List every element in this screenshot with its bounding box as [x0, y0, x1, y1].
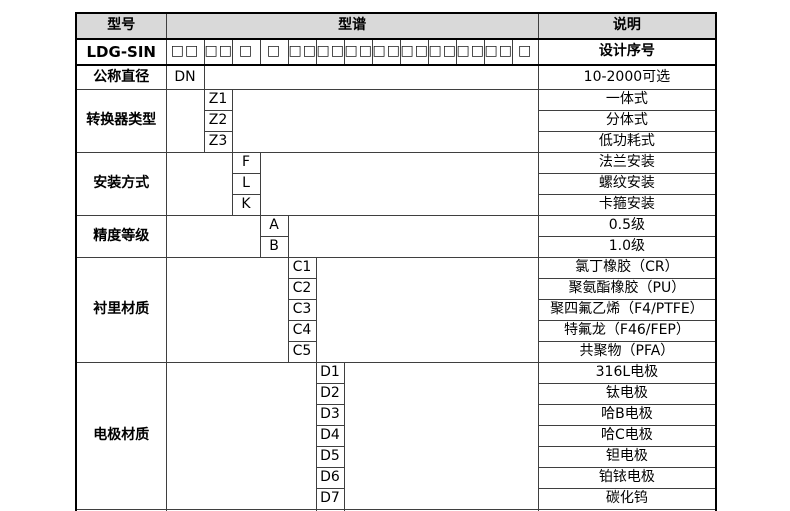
spec-box-cell: □□ — [203, 38, 233, 66]
section-label: 安装方式 — [75, 152, 167, 216]
option-desc: 特氟龙（F46/FEP） — [537, 320, 717, 342]
option-row: Z3 低功耗式 — [76, 131, 717, 153]
spacer-cell — [165, 152, 233, 216]
spec-box-cell: □□ — [483, 38, 513, 66]
table-header-row: 型号 型谱 说明 — [75, 12, 717, 40]
header-spectrum: 型谱 — [165, 12, 539, 40]
section-label: 精度等级 — [75, 215, 167, 258]
model-selection-table: 型号 型谱 说明 LDG-SIN □□ □□ □ □ □□ □□ □□ □□ □… — [75, 12, 718, 511]
option-desc: 卡箍安装 — [537, 194, 717, 216]
spec-box-cell: □□ — [343, 38, 373, 66]
option-desc: 哈C电极 — [537, 425, 717, 447]
option-row: C3 聚四氟乙烯（F4/PTFE） — [76, 299, 717, 321]
option-desc: 哈B电极 — [537, 404, 717, 426]
option-desc: 一体式 — [537, 89, 717, 111]
option-code: C3 — [287, 299, 317, 321]
option-desc: 分体式 — [537, 110, 717, 132]
option-code: D2 — [315, 383, 345, 405]
option-row: C4 特氟龙（F46/FEP） — [76, 320, 717, 342]
option-desc: 螺纹安装 — [537, 173, 717, 195]
option-row: D7 碳化钨 — [76, 488, 717, 510]
option-code: D7 — [315, 488, 345, 510]
option-desc: 法兰安装 — [537, 152, 717, 174]
spacer-cell — [165, 257, 289, 363]
option-code: Z3 — [203, 131, 233, 153]
spec-box-cell: □□ — [455, 38, 485, 66]
spacer-cell — [343, 362, 539, 510]
header-description: 说明 — [537, 12, 717, 40]
spacer-cell — [315, 257, 539, 363]
option-row: D2 钛电极 — [76, 383, 717, 405]
option-desc: 聚氨酯橡胶（PU） — [537, 278, 717, 300]
spacer-cell — [165, 215, 261, 258]
option-row: 电极材质 D1 316L电极 — [75, 362, 717, 510]
option-code: A — [259, 215, 289, 237]
option-row: C2 聚氨酯橡胶（PU） — [76, 278, 717, 300]
spacer-cell — [537, 509, 717, 511]
spacer-cell — [231, 89, 539, 153]
model-code-row: LDG-SIN □□ □□ □ □ □□ □□ □□ □□ □□ □□ □□ □… — [75, 38, 717, 66]
spacer-cell — [287, 215, 539, 258]
section-label: 电极材质 — [75, 362, 167, 510]
nominal-diameter-row: 公称直径 DN 10-2000可选 — [75, 64, 717, 90]
option-row: 精度等级 A 0.5级 — [75, 215, 717, 258]
option-code: D3 — [315, 404, 345, 426]
spacer-cell — [203, 64, 539, 90]
option-code: Z1 — [203, 89, 233, 111]
option-row: C5 共聚物（PFA） — [76, 341, 717, 363]
spec-box-cell: □□ — [427, 38, 457, 66]
model-description: 设计序号 — [537, 38, 717, 66]
option-code: C4 — [287, 320, 317, 342]
option-code: F — [231, 152, 261, 174]
option-code: C5 — [287, 341, 317, 363]
spec-box-cell: □ — [259, 38, 289, 66]
section-label: 公称直径 — [75, 64, 167, 90]
option-code: K — [231, 194, 261, 216]
truncated-row — [75, 509, 717, 511]
option-desc: 共聚物（PFA） — [537, 341, 717, 363]
option-desc: 碳化钨 — [537, 488, 717, 510]
option-row: 转换器类型 Z1 一体式 — [75, 89, 717, 153]
option-desc: 氯丁橡胶（CR） — [537, 257, 717, 279]
spec-box-cell: □□ — [165, 38, 205, 66]
spec-box-cell: □ — [511, 38, 539, 66]
option-desc: 钽电极 — [537, 446, 717, 468]
option-code: C1 — [287, 257, 317, 279]
option-code: D1 — [315, 362, 345, 384]
spec-box-cell: □□ — [399, 38, 429, 66]
option-code: C2 — [287, 278, 317, 300]
section-label: 衬里材质 — [75, 257, 167, 363]
option-code: D6 — [315, 467, 345, 489]
section-label: 转换器类型 — [75, 89, 167, 153]
option-desc: 10-2000可选 — [537, 64, 717, 90]
option-code: D5 — [315, 446, 345, 468]
option-code: L — [231, 173, 261, 195]
option-desc: 钛电极 — [537, 383, 717, 405]
model-name: LDG-SIN — [75, 38, 167, 66]
option-desc: 316L电极 — [537, 362, 717, 384]
option-desc: 聚四氟乙烯（F4/PTFE） — [537, 299, 717, 321]
option-row: D6 铂铱电极 — [76, 467, 717, 489]
spec-box-cell: □□ — [315, 38, 345, 66]
spec-box-cell: □ — [231, 38, 261, 66]
option-row: K 卡箍安装 — [76, 194, 717, 216]
spec-box-cell: □□ — [287, 38, 317, 66]
spacer-cell — [165, 89, 205, 153]
option-code: DN — [165, 64, 205, 90]
option-row: 安装方式 F 法兰安装 — [75, 152, 717, 216]
option-desc: 1.0级 — [537, 236, 717, 258]
spacer-cell — [343, 509, 539, 511]
spec-box-cell: □□ — [371, 38, 401, 66]
option-code: Z2 — [203, 110, 233, 132]
spacer-cell — [259, 152, 539, 216]
option-code: B — [259, 236, 289, 258]
option-desc: 铂铱电极 — [537, 467, 717, 489]
spacer-cell — [165, 362, 317, 510]
option-desc: 低功耗式 — [537, 131, 717, 153]
header-model: 型号 — [75, 12, 167, 40]
option-desc: 0.5级 — [537, 215, 717, 237]
option-row: 衬里材质 C1 氯丁橡胶（CR） — [75, 257, 717, 363]
option-code: D4 — [315, 425, 345, 447]
